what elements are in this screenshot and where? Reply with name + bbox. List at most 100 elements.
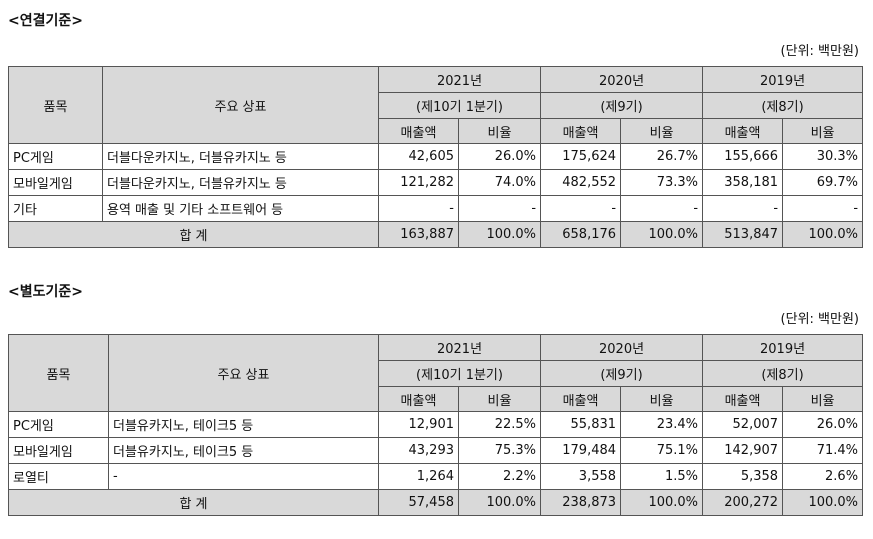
cell-sales: 482,552: [540, 169, 622, 196]
cell-sales: -: [540, 195, 622, 222]
cell-sales: 12,901: [378, 411, 459, 438]
header-item: 품목: [8, 334, 109, 412]
cell-item: 로열티: [8, 463, 109, 490]
cell-ratio: -: [782, 195, 864, 222]
section-title: <연결기준>: [8, 13, 83, 29]
header-period-year: 2021년: [377, 66, 542, 93]
header-period-year: 2021년: [377, 334, 542, 361]
header-period-term: (제10기 1분기): [377, 92, 542, 119]
header-row: 매출액 비율 매출액 비율 매출액 비율: [9, 118, 864, 144]
total-sales: 513,847: [702, 221, 784, 248]
cell-ratio: 2.2%: [457, 463, 542, 490]
cell-ratio: 71.4%: [782, 437, 864, 464]
sales-table: 품목 주요 상표 2021년 2020년 2019년 (제10기 1분기) (제9기) (제8…: [8, 66, 864, 248]
cell-ratio: 30.3%: [782, 143, 864, 170]
cell-sales: 43,293: [378, 437, 459, 464]
cell-brand: 더블다운카지노, 더블유카지노 등: [102, 143, 379, 170]
header-sales: 매출액: [540, 386, 622, 412]
header-sales: 매출액: [378, 118, 459, 144]
header-period-term: (제10기 1분기): [377, 360, 542, 387]
table-row: PC게임 더블다운카지노, 더블유카지노 등 42,605 26.0% 175,624 2…: [8, 143, 864, 170]
header-period-term: (제9기): [540, 92, 704, 119]
cell-sales: 142,907: [702, 437, 784, 464]
total-ratio: 100.0%: [782, 221, 864, 248]
cell-sales: 179,484: [540, 437, 622, 464]
header-sales: 매출액: [702, 118, 784, 144]
header-ratio: 비율: [457, 386, 542, 412]
cell-sales: 55,831: [540, 411, 622, 438]
total-ratio: 100.0%: [457, 221, 542, 248]
cell-item: PC게임: [8, 411, 109, 438]
cell-ratio: 22.5%: [457, 411, 542, 438]
header-row: (제10기 1분기) (제9기) (제8기): [9, 360, 864, 387]
cell-brand: 더블유카지노, 테이크5 등: [108, 411, 379, 438]
header-period-term: (제8기): [702, 360, 864, 387]
header-sales: 매출액: [702, 386, 784, 412]
total-label: 합 계: [8, 221, 379, 248]
cell-sales: -: [702, 195, 784, 222]
cell-ratio: 69.7%: [782, 169, 864, 196]
cell-sales: 42,605: [378, 143, 459, 170]
cell-sales: 358,181: [702, 169, 784, 196]
cell-sales: 1,264: [378, 463, 459, 490]
cell-brand: 더블다운카지노, 더블유카지노 등: [102, 169, 379, 196]
total-label: 합 계: [8, 489, 379, 516]
cell-ratio: -: [620, 195, 704, 222]
cell-brand: 용역 매출 및 기타 소프트웨어 등: [102, 195, 379, 222]
header-brand: 주요 상표: [108, 334, 379, 412]
table-row: PC게임 더블유카지노, 테이크5 등 12,901 22.5% 55,831 23.4%…: [8, 411, 864, 438]
cell-ratio: 26.0%: [782, 411, 864, 438]
cell-ratio: 26.7%: [620, 143, 704, 170]
cell-sales: 5,358: [702, 463, 784, 490]
cell-sales: 155,666: [702, 143, 784, 170]
header-period-year: 2019년: [702, 334, 864, 361]
total-ratio: 100.0%: [782, 489, 864, 516]
total-ratio: 100.0%: [620, 221, 704, 248]
cell-sales: 3,558: [540, 463, 622, 490]
cell-ratio: 26.0%: [457, 143, 542, 170]
header-row: 품목 주요 상표 2021년 2020년 2019년: [8, 334, 864, 412]
header-ratio: 비율: [457, 118, 542, 144]
cell-sales: 175,624: [540, 143, 622, 170]
header-period-year: 2020년: [540, 334, 704, 361]
unit-label: (단위: 백만원): [780, 312, 859, 327]
cell-ratio: 75.1%: [620, 437, 704, 464]
cell-item: 기타: [8, 195, 103, 222]
total-row: 합 계 163,887 100.0% 658,176 100.0% 513,847 100.…: [8, 221, 864, 248]
header-brand: 주요 상표: [102, 66, 379, 144]
cell-brand: -: [108, 463, 379, 490]
cell-ratio: 2.6%: [782, 463, 864, 490]
cell-ratio: 74.0%: [457, 169, 542, 196]
cell-item: PC게임: [8, 143, 103, 170]
total-row: 합 계 57,458 100.0% 238,873 100.0% 200,272 100.0…: [8, 489, 864, 516]
header-period-term: (제9기): [540, 360, 704, 387]
cell-sales: 52,007: [702, 411, 784, 438]
header-sales: 매출액: [540, 118, 622, 144]
total-sales: 658,176: [540, 221, 622, 248]
header-period-year: 2019년: [702, 66, 864, 93]
sales-table: 품목 주요 상표 2021년 2020년 2019년 (제10기 1분기) (제9기) (제8…: [8, 334, 864, 516]
section-title: <별도기준>: [8, 284, 83, 300]
unit-label: (단위: 백만원): [780, 44, 859, 59]
header-sales: 매출액: [378, 386, 459, 412]
table-row: 모바일게임 더블유카지노, 테이크5 등 43,293 75.3% 179,484 75.…: [8, 437, 864, 464]
cell-sales: -: [378, 195, 459, 222]
total-ratio: 100.0%: [620, 489, 704, 516]
table-row: 로열티 -1,264 2.2% 3,558 1.5% 5,358 2.6%: [8, 463, 864, 490]
total-sales: 57,458: [378, 489, 459, 516]
header-row: 품목 주요 상표 2021년 2020년 2019년: [8, 66, 864, 144]
header-period-year: 2020년: [540, 66, 704, 93]
table-row: 기타 용역 매출 및 기타 소프트웨어 등------: [8, 195, 864, 222]
header-ratio: 비율: [620, 118, 704, 144]
cell-ratio: 23.4%: [620, 411, 704, 438]
header-ratio: 비율: [620, 386, 704, 412]
header-ratio: 비율: [782, 118, 864, 144]
header-ratio: 비율: [782, 386, 864, 412]
cell-ratio: 75.3%: [457, 437, 542, 464]
cell-brand: 더블유카지노, 테이크5 등: [108, 437, 379, 464]
total-sales: 163,887: [378, 221, 459, 248]
table-row: 모바일게임 더블다운카지노, 더블유카지노 등 121,282 74.0% 482,55…: [8, 169, 864, 196]
total-sales: 200,272: [702, 489, 784, 516]
cell-item: 모바일게임: [8, 437, 109, 464]
cell-item: 모바일게임: [8, 169, 103, 196]
